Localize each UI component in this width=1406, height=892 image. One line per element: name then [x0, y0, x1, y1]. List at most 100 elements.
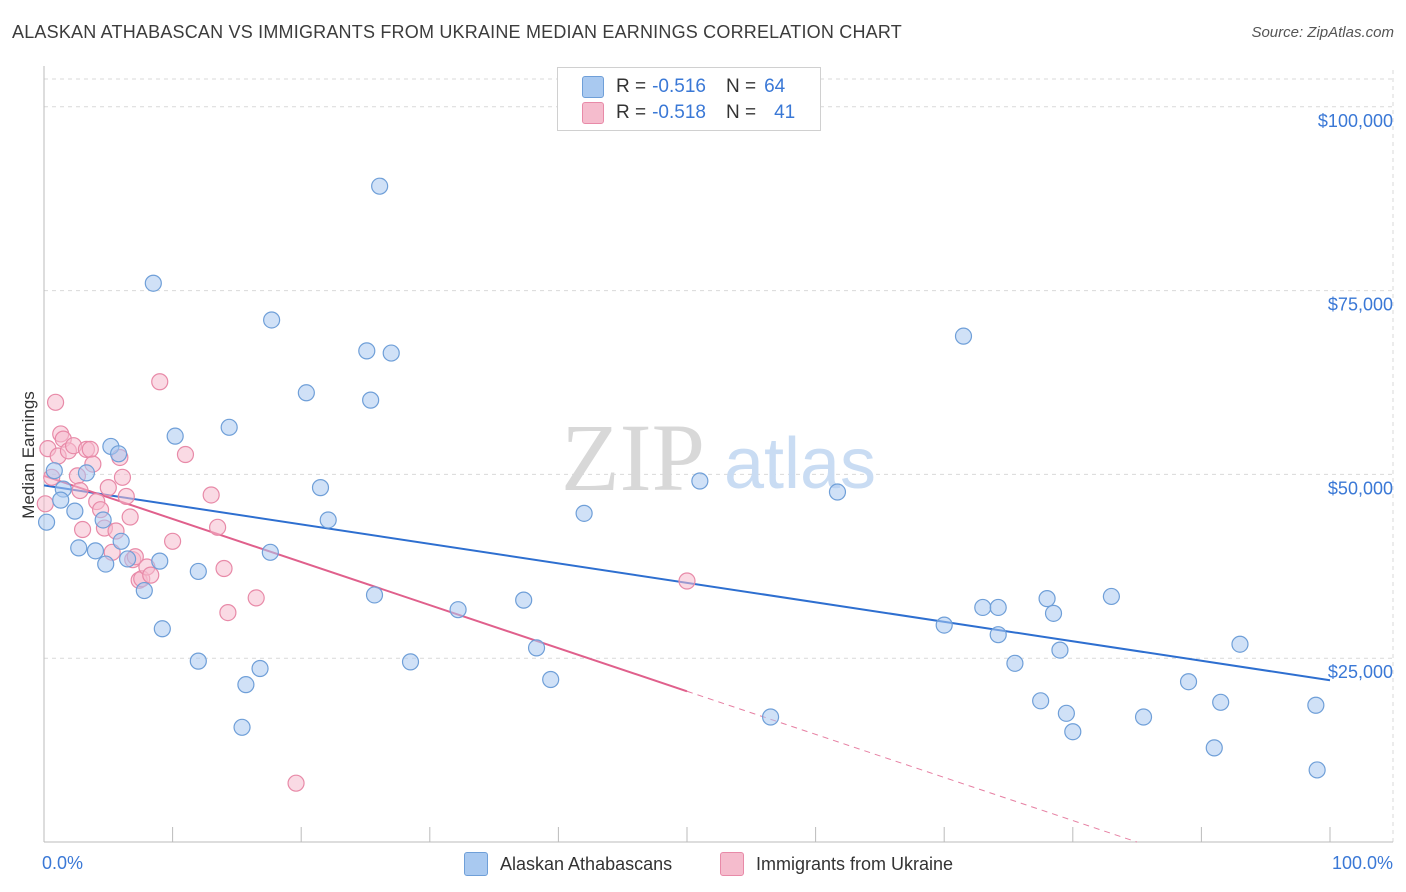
- data-point-athabascans: [151, 552, 169, 570]
- y-axis-title: Median Earnings: [19, 391, 38, 519]
- data-point-athabascans: [362, 391, 380, 409]
- data-point-athabascans: [261, 543, 279, 561]
- data-point-athabascans: [97, 555, 115, 573]
- data-point-athabascans: [45, 462, 63, 480]
- legend-item-ukraine: Immigrants from Ukraine: [720, 852, 953, 876]
- data-point-ukraine: [164, 532, 182, 550]
- trend-lines: [43, 474, 1331, 843]
- watermark-atlas: atlas: [724, 424, 876, 504]
- data-point-athabascans: [974, 598, 992, 617]
- data-point-ukraine: [209, 518, 227, 536]
- data-point-ukraine: [176, 445, 195, 464]
- data-point-athabascans: [135, 581, 153, 600]
- y-tick-label: $75,000: [1328, 295, 1393, 315]
- legend-row-athabascans: R = -0.516 N = 64: [582, 74, 785, 100]
- chart-title: ALASKAN ATHABASCAN VS IMMIGRANTS FROM UK…: [12, 22, 902, 42]
- legend-swatch-blue: [582, 76, 604, 98]
- y-tick-labels: $25,000 $50,000 $75,000 $100,000: [1318, 111, 1393, 682]
- data-point-athabascans: [542, 670, 560, 689]
- data-point-athabascans: [691, 472, 709, 490]
- data-point-athabascans: [1064, 723, 1082, 741]
- data-point-athabascans: [86, 542, 105, 560]
- legend-label: Alaskan Athabascans: [500, 853, 673, 874]
- data-point-athabascans: [401, 653, 420, 671]
- data-point-athabascans: [1057, 704, 1075, 722]
- legend-n-label: N =: [725, 76, 757, 97]
- data-point-athabascans: [153, 620, 171, 638]
- data-point-athabascans: [449, 601, 467, 619]
- data-point-athabascans: [575, 504, 593, 522]
- data-point-athabascans: [989, 626, 1007, 644]
- x-tick-labels: 0.0% 100.0%: [42, 853, 1393, 873]
- legend-n-value: 64: [764, 76, 786, 97]
- data-point-athabascans: [515, 591, 533, 609]
- data-point-ukraine: [202, 486, 220, 504]
- data-point-athabascans: [166, 427, 184, 445]
- data-point-ukraine: [73, 520, 92, 539]
- data-point-ukraine: [117, 487, 135, 506]
- data-point-athabascans: [1231, 635, 1249, 653]
- data-point-athabascans: [70, 539, 88, 557]
- legend-r-label: R =: [616, 76, 647, 97]
- watermark-zip: ZIP: [561, 404, 705, 511]
- x-tick-label-max: 100.0%: [1332, 853, 1393, 873]
- data-point-athabascans: [1051, 641, 1069, 659]
- data-point-ukraine: [151, 373, 169, 391]
- data-point-athabascans: [297, 384, 315, 402]
- data-point-ukraine: [219, 604, 237, 622]
- legend-item-athabascans: Alaskan Athabascans: [464, 852, 672, 876]
- series-legend: Alaskan Athabascans Immigrants from Ukra…: [0, 852, 1406, 876]
- data-point-athabascans: [761, 708, 780, 726]
- data-point-ukraine: [215, 559, 233, 578]
- y-tick-label: $25,000: [1328, 662, 1393, 682]
- data-point-athabascans: [1006, 654, 1024, 672]
- data-point-ukraine: [113, 468, 132, 486]
- legend-n-label: N =: [725, 102, 757, 123]
- legend-r-value: -0.516: [652, 76, 706, 97]
- data-point-ukraine: [99, 479, 117, 497]
- data-point-ukraine: [142, 566, 160, 584]
- data-point-athabascans: [94, 511, 112, 529]
- data-points: [36, 177, 1326, 792]
- data-point-athabascans: [828, 483, 847, 501]
- legend-swatch-blue: [464, 852, 488, 876]
- data-point-athabascans: [144, 274, 162, 292]
- data-point-ukraine: [46, 393, 65, 411]
- data-point-athabascans: [365, 586, 384, 604]
- data-point-athabascans: [1044, 604, 1063, 622]
- data-point-athabascans: [233, 718, 251, 736]
- data-point-ukraine: [678, 572, 696, 590]
- data-point-athabascans: [1179, 673, 1198, 691]
- data-point-athabascans: [989, 598, 1007, 617]
- y-tick-label: $100,000: [1318, 111, 1393, 131]
- data-point-athabascans: [1038, 590, 1056, 608]
- legend-label: Immigrants from Ukraine: [756, 853, 954, 874]
- legend-r-label: R =: [616, 102, 647, 123]
- data-point-ukraine: [81, 440, 99, 458]
- trend-line-ukraine: [43, 474, 688, 693]
- data-point-athabascans: [954, 327, 973, 345]
- stats-legend: R = -0.516 N = 64 R = -0.518 N = 41: [557, 67, 821, 131]
- y-tick-label: $50,000: [1328, 478, 1393, 498]
- legend-r-value: -0.518: [652, 102, 706, 123]
- data-point-athabascans: [358, 342, 376, 360]
- data-point-athabascans: [263, 311, 281, 329]
- data-point-ukraine: [247, 589, 265, 607]
- data-point-ukraine: [121, 508, 139, 526]
- data-point-athabascans: [1102, 587, 1120, 606]
- data-point-athabascans: [52, 491, 70, 509]
- data-point-ukraine: [36, 495, 54, 513]
- data-point-athabascans: [319, 511, 337, 529]
- trend-line-ukraine-extension: [686, 690, 1138, 843]
- data-point-athabascans: [189, 652, 207, 670]
- legend-row-ukraine: R = -0.518 N = 41: [582, 100, 795, 126]
- data-point-athabascans: [1307, 696, 1325, 714]
- data-point-athabascans: [1032, 692, 1050, 710]
- data-point-athabascans: [935, 616, 953, 634]
- data-point-athabascans: [1308, 761, 1326, 779]
- watermark: ZIP atlas: [561, 404, 876, 511]
- data-point-athabascans: [220, 418, 238, 436]
- source-label: Source: ZipAtlas.com: [1251, 24, 1394, 41]
- data-point-athabascans: [1212, 693, 1230, 711]
